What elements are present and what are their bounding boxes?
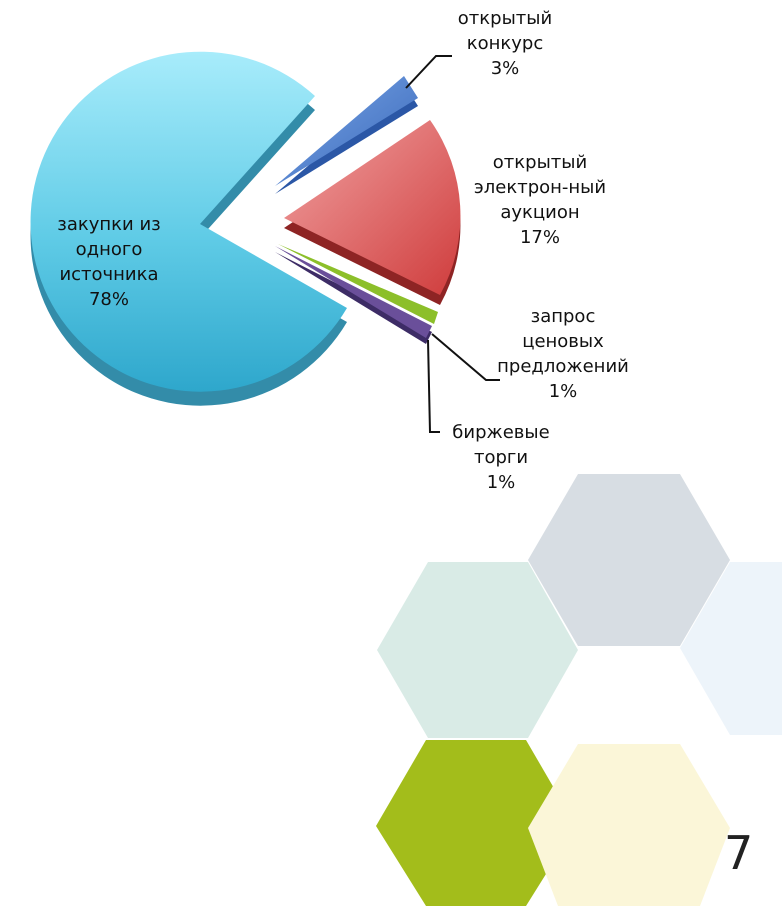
hexagon-cream xyxy=(528,744,730,906)
label-source: закупки из одного источника 78% xyxy=(57,214,161,310)
label-contest: открытый конкурс 3% xyxy=(457,8,553,79)
hexagon-green xyxy=(376,740,576,906)
slice-contest xyxy=(275,76,418,186)
label-quote: запрос ценовых предложений 1% xyxy=(497,306,629,402)
hexagon-gray xyxy=(528,474,730,646)
label-exchange: биржевые торги 1% xyxy=(452,422,550,493)
page-number: 7 xyxy=(724,826,754,880)
slice-auction xyxy=(284,120,461,295)
slice-exchange-depth xyxy=(275,252,432,344)
hexagon-lightblue xyxy=(680,562,782,735)
label-auction: открытый электрон-ный аукцион 17% xyxy=(473,152,607,248)
slice-exchange xyxy=(275,246,432,338)
hexagon-mint xyxy=(377,562,578,738)
slice-quote xyxy=(278,244,438,324)
slice-source xyxy=(30,51,347,392)
leader-line-quote xyxy=(431,333,500,381)
leader-line-contest xyxy=(405,55,452,89)
leader-line-exchange xyxy=(427,339,440,433)
